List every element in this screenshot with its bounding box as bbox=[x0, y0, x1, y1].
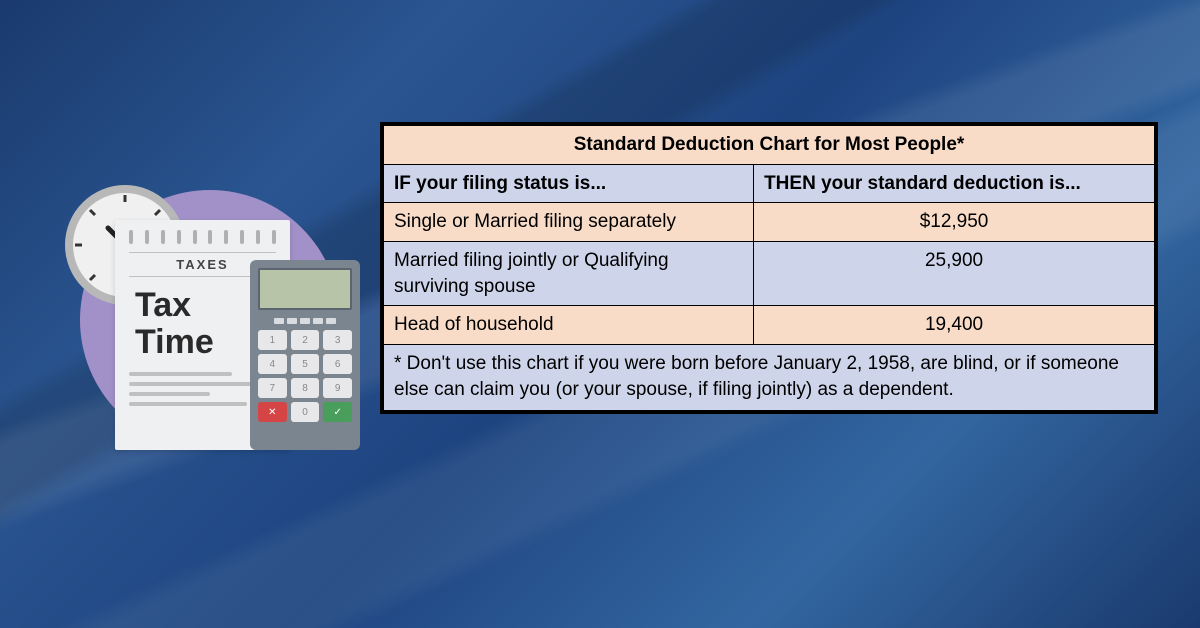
col-header-status: IF your filing status is... bbox=[384, 164, 754, 203]
table-title: Standard Deduction Chart for Most People… bbox=[384, 126, 1155, 165]
status-cell: Head of household bbox=[384, 306, 754, 345]
table-footnote: * Don't use this chart if you were born … bbox=[384, 344, 1155, 410]
status-cell: Married filing jointly or Qualifying sur… bbox=[384, 241, 754, 305]
doc-spiral-binding bbox=[129, 230, 276, 244]
deduction-cell: $12,950 bbox=[754, 203, 1155, 242]
table-row: Married filing jointly or Qualifying sur… bbox=[384, 241, 1155, 305]
col-header-deduction: THEN your standard deduction is... bbox=[754, 164, 1155, 203]
deduction-cell: 25,900 bbox=[754, 241, 1155, 305]
calculator-fn-row bbox=[258, 318, 352, 324]
standard-deduction-table: Standard Deduction Chart for Most People… bbox=[383, 125, 1155, 411]
deduction-cell: 19,400 bbox=[754, 306, 1155, 345]
calculator-screen bbox=[258, 268, 352, 310]
table-row: Head of household 19,400 bbox=[384, 306, 1155, 345]
tax-time-illustration: TAXES Tax Time 123 456 789 ✕0✓ bbox=[60, 170, 360, 470]
calculator-keys: 123 456 789 ✕0✓ bbox=[258, 330, 352, 422]
status-cell: Single or Married filing separately bbox=[384, 203, 754, 242]
deduction-table-container: Standard Deduction Chart for Most People… bbox=[380, 122, 1158, 414]
table-row: Single or Married filing separately $12,… bbox=[384, 203, 1155, 242]
calculator-icon: 123 456 789 ✕0✓ bbox=[250, 260, 360, 450]
